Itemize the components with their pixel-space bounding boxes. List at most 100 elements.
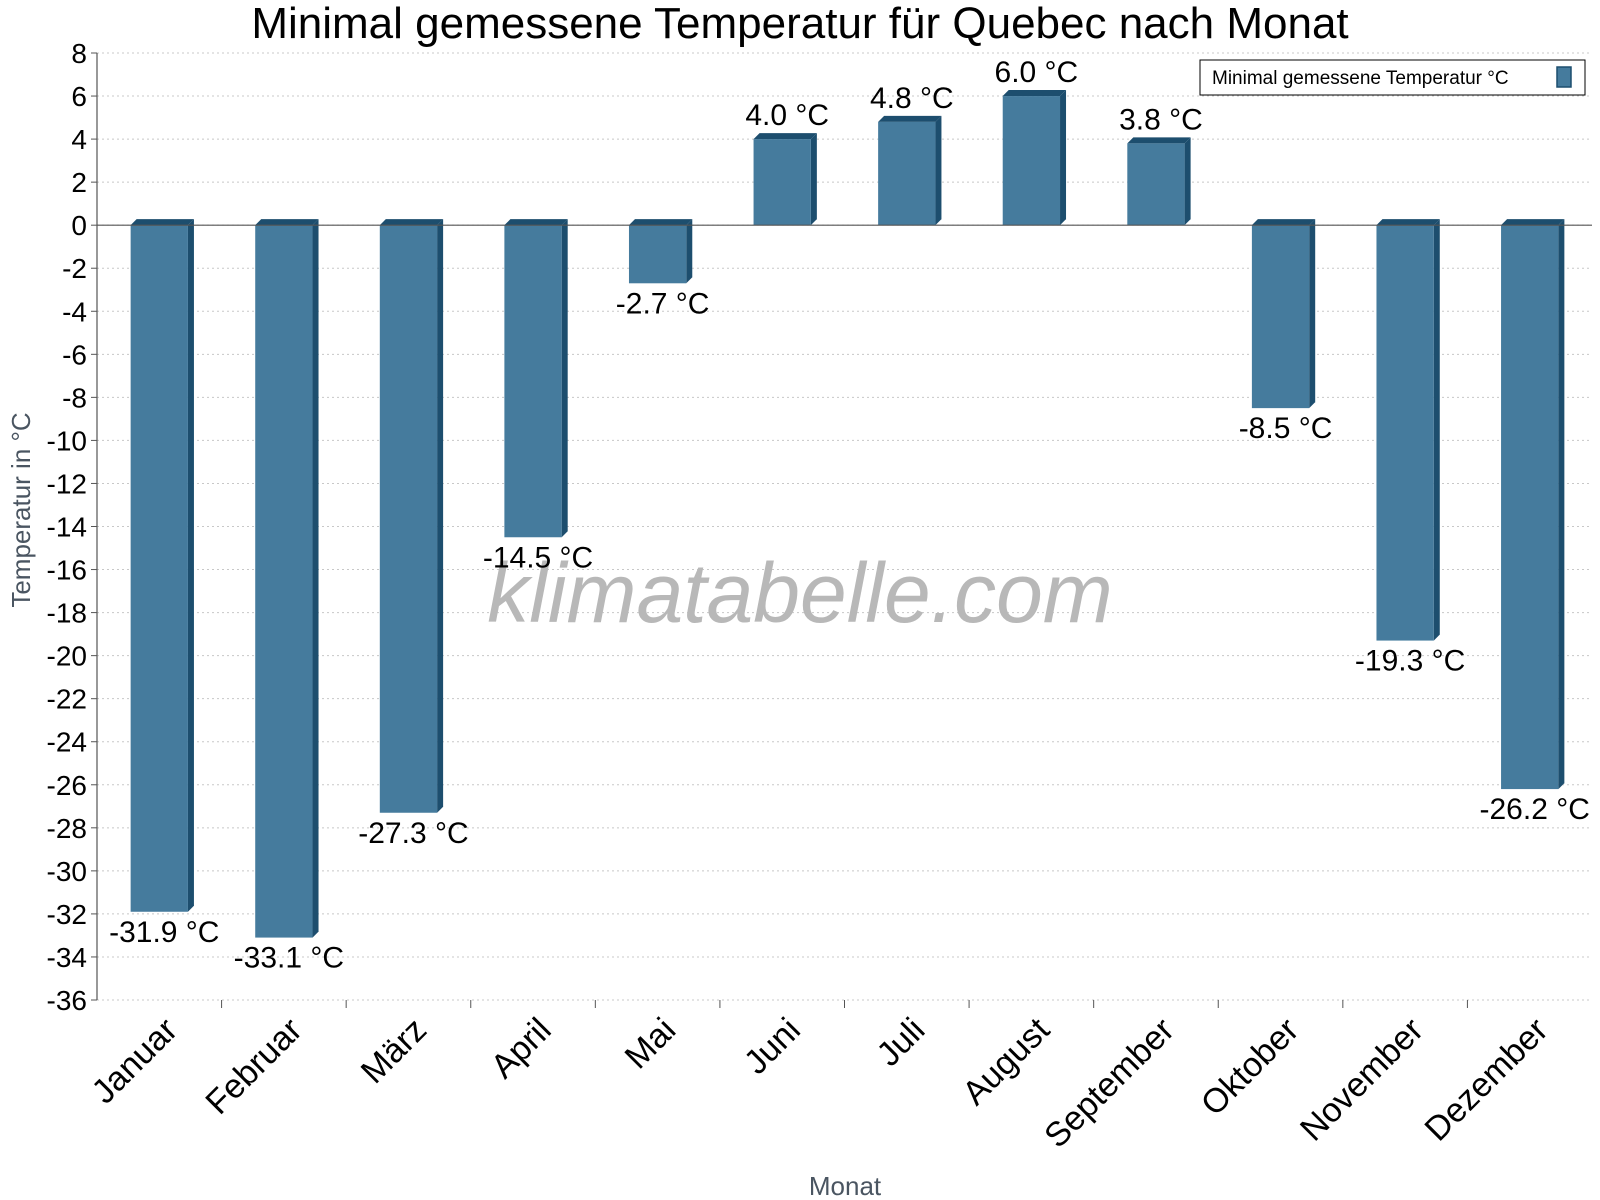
y-tick-label: 6 [71,81,87,112]
y-tick-label: -34 [47,942,87,973]
bar-side [1184,137,1191,226]
legend-swatch [1556,66,1572,88]
bar-side [437,219,444,813]
bar [753,133,817,226]
bar-top [255,219,319,226]
data-label: 4.8 °C [870,82,954,115]
bar [878,115,942,226]
bar-top [628,219,693,226]
bar-side [187,219,194,912]
bar-front [628,225,687,284]
x-tick-label: Mai [618,1011,684,1077]
y-tick-label: 2 [71,167,87,198]
bar-side [1060,90,1067,226]
y-tick-label: -26 [47,770,87,801]
bar-front [753,139,811,226]
bar-front [130,225,188,912]
bar-front [379,225,438,813]
y-tick-label: 4 [71,124,87,155]
bar-side [935,115,942,226]
data-label: -14.5 °C [483,541,593,574]
y-tick-label: -4 [62,296,87,327]
legend-label: Minimal gemessene Temperatur °C [1212,68,1509,89]
bar [1002,90,1067,226]
bar-front [504,225,562,538]
legend: Minimal gemessene Temperatur °C [1199,59,1586,96]
bar-front [255,225,313,938]
x-tick-label: Juli [869,1011,932,1074]
watermark: klimatabelle.com [487,546,1113,640]
y-axis-label: Temperatur in °C [6,412,36,607]
y-tick-label: -18 [47,598,87,629]
data-label: -2.7 °C [616,287,710,320]
data-label: -31.9 °C [109,916,219,949]
x-tick-label: Oktober [1194,1011,1306,1123]
bar-top [1127,137,1191,144]
bar-side [1433,219,1440,641]
data-label: -8.5 °C [1239,412,1333,445]
bar-front [1127,143,1185,226]
bar-front [1251,225,1310,409]
x-tick-label: September [1037,1011,1181,1155]
data-label: 3.8 °C [1119,103,1203,136]
bar-top [878,115,942,122]
data-label: -33.1 °C [234,942,344,975]
data-label: -26.2 °C [1480,793,1590,826]
data-labels: -31.9 °C -33.1 °C -27.3 °C -14.5 °C -2.7 °C 4… [109,56,1590,975]
y-tick-label: -20 [47,641,87,672]
y-tick-label: -36 [47,985,87,1016]
bar [1376,219,1440,641]
bar-top [504,219,568,226]
y-tick-label: -32 [47,899,87,930]
y-tick-label: -6 [62,339,87,370]
bar-side [1309,219,1316,409]
data-label: 4.0 °C [745,99,829,132]
bar-side [561,219,568,538]
bar-front [1501,225,1559,790]
x-tick-label: August [955,1010,1057,1112]
y-tick-label: 0 [71,210,87,241]
bar-top [753,133,817,140]
data-label: -19.3 °C [1355,645,1465,678]
y-tick-label: 8 [71,38,87,69]
x-tick-label: März [354,1011,434,1091]
bar-top [379,219,444,226]
bar [379,219,444,813]
y-tick-label: -14 [47,512,87,543]
bar-side [810,133,817,226]
chart-title: Minimal gemessene Temperatur für Quebec … [251,0,1348,48]
x-tick-label: Februar [198,1011,309,1122]
y-tick-label: -22 [47,684,87,715]
bar [130,219,194,912]
y-tick-label: -28 [47,813,87,844]
bar [628,219,693,284]
y-tick-label: -8 [62,382,87,413]
bar-top [1002,90,1067,97]
bar [1501,219,1565,790]
data-label: -27.3 °C [358,817,468,850]
x-axis-label: Monat [809,1171,882,1200]
x-tick-label: Juni [737,1011,808,1082]
bar-front [878,121,936,226]
bar-front [1002,96,1061,226]
y-tick-label: -12 [47,468,87,499]
y-tick-label: -24 [47,727,87,758]
bar-top [1251,219,1316,226]
bar [1127,137,1191,226]
bar [1251,219,1316,409]
bar-front [1376,225,1434,641]
legend-box [1199,59,1586,96]
bar-side [686,219,693,284]
y-tick-label: -10 [47,425,87,456]
bar [504,219,568,538]
y-tick-label: -16 [47,555,87,586]
y-tick-label: -30 [47,856,87,887]
x-tick-label: April [484,1011,559,1086]
bar-top [1376,219,1440,226]
bar-top [1501,219,1565,226]
bar [255,219,319,938]
x-tick-label: Dezember [1418,1011,1556,1149]
bar-top [130,219,194,226]
bars [130,90,1565,938]
